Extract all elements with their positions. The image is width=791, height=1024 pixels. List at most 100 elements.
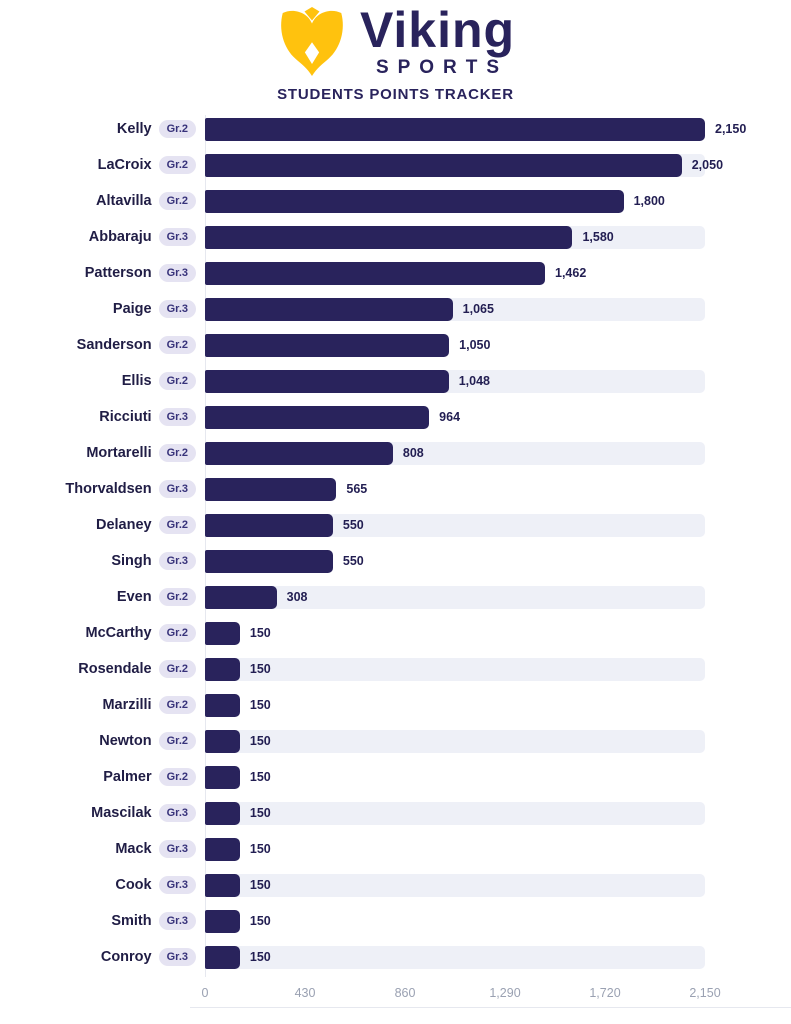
student-name: Altavilla: [95, 193, 152, 209]
student-name: Newton: [99, 733, 152, 749]
row-label-area: Mack Gr.3: [0, 840, 205, 858]
points-bar: [205, 225, 573, 249]
student-row: Altavilla Gr.2 1,800: [0, 183, 791, 219]
row-plot-area: 808: [205, 441, 705, 465]
points-bar: [205, 405, 430, 429]
points-bar: [205, 765, 240, 789]
bar-track: [205, 945, 705, 969]
student-name: Abbaraju: [88, 229, 152, 245]
points-value-label: 2,050: [691, 158, 724, 172]
page-title: STUDENTS POINTS TRACKER: [277, 86, 514, 103]
row-plot-area: 308: [205, 585, 705, 609]
student-row: Smith Gr.3 150: [0, 903, 791, 939]
points-value-label: 1,462: [555, 266, 587, 280]
row-label-area: Kelly Gr.2: [0, 120, 205, 138]
points-bar: [205, 153, 682, 177]
row-plot-area: 150: [205, 693, 705, 717]
student-name: Even: [116, 589, 152, 605]
points-value-label: 550: [342, 554, 364, 568]
row-label-area: Mascilak Gr.3: [0, 804, 205, 822]
grade-badge: Gr.3: [158, 840, 196, 858]
row-label-area: Sanderson Gr.2: [0, 336, 205, 354]
points-bar: [205, 513, 333, 537]
student-row: Patterson Gr.3 1,462: [0, 255, 791, 291]
student-row: Palmer Gr.2 150: [0, 759, 791, 795]
row-plot-area: 150: [205, 909, 705, 933]
points-bar: [205, 477, 337, 501]
chart-rows: Kelly Gr.2 2,150 LaCroix Gr.2 2,050 Altavilla G…: [0, 111, 791, 975]
grade-badge: Gr.2: [158, 120, 196, 138]
viking-logo-icon: [276, 6, 348, 80]
student-row: Rosendale Gr.2 150: [0, 651, 791, 687]
row-plot-area: 1,800: [205, 189, 705, 213]
x-axis-tick-label: 0: [201, 986, 209, 1000]
student-name: Singh: [111, 553, 152, 569]
student-name: Thorvaldsen: [65, 481, 152, 497]
points-value-label: 1,580: [582, 230, 614, 244]
student-name: Ricciuti: [99, 409, 152, 425]
grade-badge: Gr.3: [158, 876, 196, 894]
student-row: Sanderson Gr.2 1,050: [0, 327, 791, 363]
row-label-area: Patterson Gr.3: [0, 264, 205, 282]
grade-badge: Gr.3: [158, 804, 196, 822]
grade-badge: Gr.2: [158, 192, 196, 210]
row-plot-area: 150: [205, 837, 705, 861]
row-label-area: Newton Gr.2: [0, 732, 205, 750]
points-value-label: 150: [249, 734, 271, 748]
row-label-area: Ricciuti Gr.3: [0, 408, 205, 426]
row-label-area: Paige Gr.3: [0, 300, 205, 318]
points-value-label: 150: [249, 662, 271, 676]
row-plot-area: 150: [205, 801, 705, 825]
row-label-area: Abbaraju Gr.3: [0, 228, 205, 246]
grade-badge: Gr.3: [158, 228, 196, 246]
grade-badge: Gr.2: [158, 156, 196, 174]
student-row: Singh Gr.3 550: [0, 543, 791, 579]
student-name: Conroy: [100, 949, 152, 965]
row-plot-area: 1,050: [205, 333, 705, 357]
row-plot-area: 550: [205, 513, 705, 537]
points-value-label: 150: [249, 806, 271, 820]
row-plot-area: 150: [205, 729, 705, 753]
x-axis-tick-label: 1,720: [589, 986, 621, 1000]
row-label-area: Delaney Gr.2: [0, 516, 205, 534]
row-plot-area: 550: [205, 549, 705, 573]
points-value-label: 550: [342, 518, 364, 532]
student-row: Cook Gr.3 150: [0, 867, 791, 903]
row-label-area: LaCroix Gr.2: [0, 156, 205, 174]
row-plot-area: 150: [205, 621, 705, 645]
bar-track: [205, 801, 705, 825]
x-axis-tick-label: 2,150: [689, 986, 721, 1000]
points-bar: [205, 621, 240, 645]
student-row: Ellis Gr.2 1,048: [0, 363, 791, 399]
row-label-area: Cook Gr.3: [0, 876, 205, 894]
bar-track: [205, 873, 705, 897]
points-bar: [205, 873, 240, 897]
brand-name: Viking: [359, 1, 516, 58]
row-plot-area: 964: [205, 405, 705, 429]
grade-badge: Gr.3: [158, 264, 196, 282]
student-row: Newton Gr.2 150: [0, 723, 791, 759]
student-name: Kelly: [116, 121, 152, 137]
grade-badge: Gr.2: [158, 732, 196, 750]
x-axis-tick-label: 430: [294, 986, 316, 1000]
student-row: Abbaraju Gr.3 1,580: [0, 219, 791, 255]
points-bar: [205, 333, 450, 357]
points-bar: [205, 945, 240, 969]
student-name: Cook: [115, 877, 152, 893]
grade-badge: Gr.2: [158, 768, 196, 786]
grade-badge: Gr.2: [158, 696, 196, 714]
points-bar: [205, 801, 240, 825]
grade-badge: Gr.3: [158, 948, 196, 966]
student-name: Patterson: [84, 265, 152, 281]
student-row: Conroy Gr.3 150: [0, 939, 791, 975]
points-bar: [205, 117, 705, 141]
student-row: Kelly Gr.2 2,150: [0, 111, 791, 147]
grade-badge: Gr.3: [158, 912, 196, 930]
student-name: Paige: [112, 301, 152, 317]
row-plot-area: 1,580: [205, 225, 705, 249]
points-value-label: 1,065: [462, 302, 494, 316]
points-value-label: 1,800: [633, 194, 665, 208]
grade-badge: Gr.2: [158, 660, 196, 678]
student-name: Sanderson: [76, 337, 152, 353]
row-label-area: McCarthy Gr.2: [0, 624, 205, 642]
